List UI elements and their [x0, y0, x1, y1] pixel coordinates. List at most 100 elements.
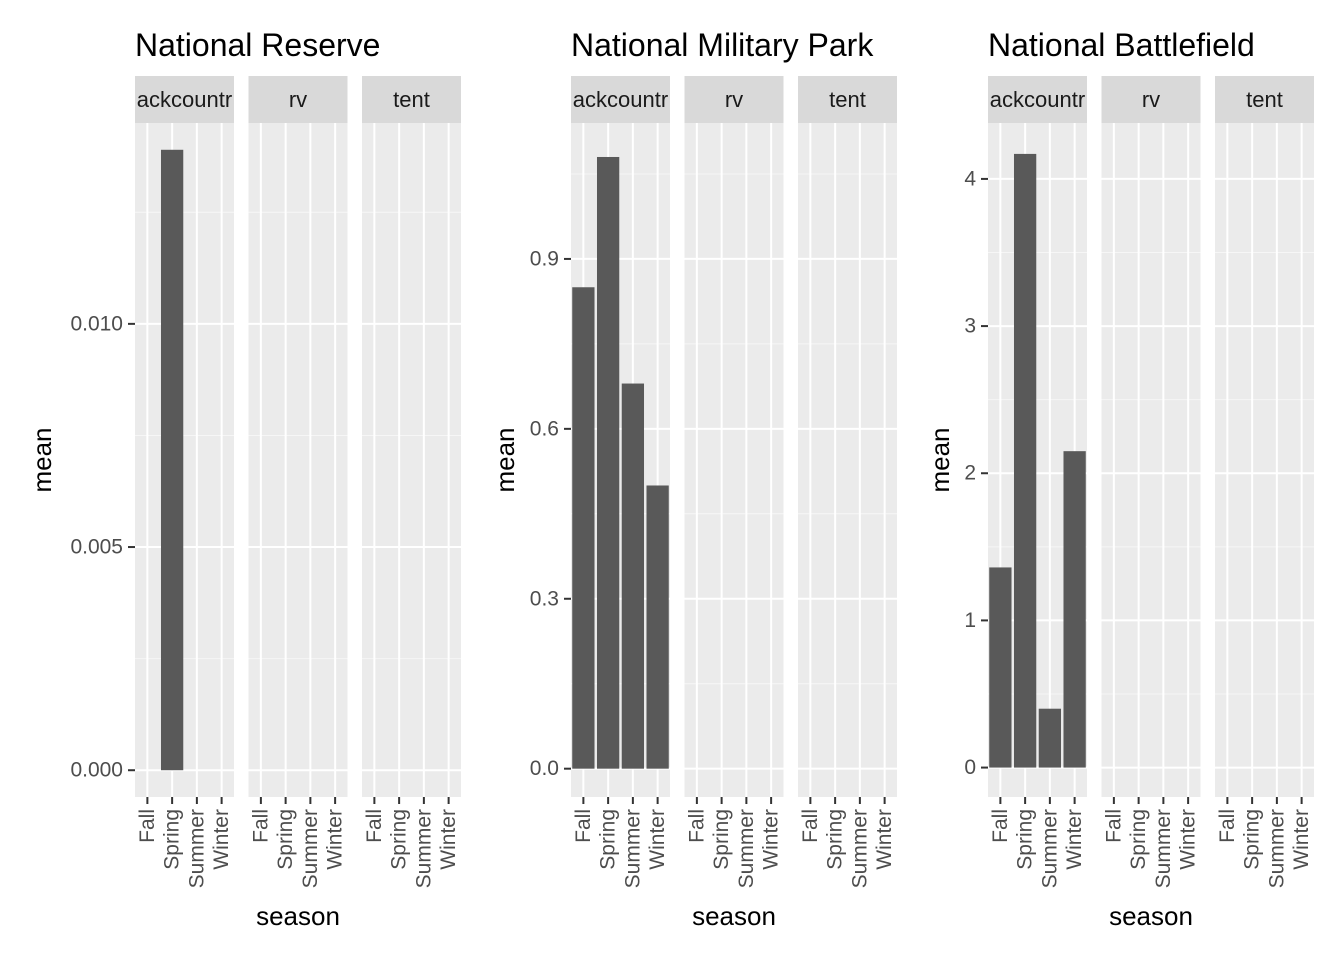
y-tick-label: 3	[964, 315, 976, 338]
x-tick-label: Spring	[161, 809, 184, 870]
facet-panel-ackcountr: ackcountr Fall Spring Summer Winter	[571, 76, 670, 888]
x-tick-label: Summer	[1152, 809, 1175, 888]
facet-strip-label: tent	[1246, 87, 1283, 112]
chart-title: National Military Park	[571, 27, 874, 63]
x-tick-label: Summer	[1038, 809, 1061, 888]
y-tick-label: 4	[964, 167, 976, 190]
x-tick-label: Fall	[685, 809, 708, 843]
x-tick-label: Summer	[621, 809, 644, 888]
y-axis-title: mean	[925, 427, 955, 492]
x-axis-title: season	[1109, 901, 1193, 931]
x-tick-label: Spring	[824, 809, 847, 870]
y-tick-label: 0.0	[530, 757, 559, 780]
bar-ackcountr-fall	[989, 567, 1012, 768]
x-tick-label: Winter	[1290, 809, 1313, 870]
y-tick-label: 0	[964, 756, 976, 779]
bar-ackcountr-fall	[572, 287, 595, 769]
x-axis-title: season	[692, 901, 776, 931]
facet-strip-label: rv	[289, 87, 307, 112]
facet-panel-ackcountr: ackcountr Fall Spring Summer Winter	[135, 76, 234, 888]
facet-strip	[362, 76, 461, 123]
panel-background	[684, 123, 784, 797]
chart-title: National Reserve	[135, 27, 380, 63]
facet-panel-ackcountr: ackcountr Fall Spring Summer Winter	[988, 76, 1087, 888]
facet-strip	[798, 76, 897, 123]
y-tick-label: 0.6	[530, 417, 559, 440]
x-tick-label: Spring	[388, 809, 411, 870]
bar-ackcountr-spring	[160, 149, 184, 771]
y-tick-label: 0.000	[70, 759, 123, 782]
y-tick-label: 0.010	[70, 312, 123, 335]
facet-strip	[988, 76, 1087, 123]
chart-1: National Reserve mean 0.000 0.005 0.010 ackco…	[27, 27, 461, 931]
x-tick-label: Spring	[1127, 809, 1150, 870]
facet-strip-label: tent	[829, 87, 866, 112]
facet-strip-label: tent	[393, 87, 430, 112]
facet-strip	[248, 76, 348, 123]
x-tick-label: Winter	[873, 809, 896, 870]
facet-panel-tent: tent Fall Spring Summer Winter	[362, 76, 461, 888]
x-tick-label: Spring	[597, 809, 620, 870]
facet-panel-rv: rv Fall Spring Summer Winter	[248, 76, 348, 888]
chart-3: National Battlefield mean 0 1 2 3 4 ackcountr Fa…	[925, 27, 1314, 931]
x-tick-label: Winter	[646, 809, 669, 870]
panel-background	[1215, 123, 1314, 797]
x-tick-label: Fall	[363, 809, 386, 843]
x-tick-label: Summer	[1265, 809, 1288, 888]
chart-title: National Battlefield	[988, 27, 1255, 63]
panel-background	[248, 123, 348, 797]
x-tick-label: Fall	[136, 809, 159, 843]
x-axis-title: season	[256, 901, 340, 931]
panel-background	[798, 123, 897, 797]
facet-panel-tent: tent Fall Spring Summer Winter	[1215, 76, 1314, 888]
x-tick-label: Summer	[185, 809, 208, 888]
panel-background	[1101, 123, 1201, 797]
x-tick-label: Winter	[1177, 809, 1200, 870]
x-tick-label: Fall	[572, 809, 595, 843]
y-tick-label: 2	[964, 462, 976, 485]
facet-strip-label: ackcountr	[573, 87, 668, 112]
x-tick-label: Summer	[848, 809, 871, 888]
bar-ackcountr-summer	[1038, 708, 1062, 768]
panel-background	[135, 123, 234, 797]
bar-ackcountr-winter	[1063, 451, 1086, 768]
x-tick-label: Fall	[1216, 809, 1239, 843]
facet-strip-label: ackcountr	[990, 87, 1085, 112]
bar-ackcountr-spring	[1013, 153, 1037, 768]
bar-ackcountr-winter	[646, 485, 669, 769]
x-tick-label: Spring	[1014, 809, 1037, 870]
facet-panel-rv: rv Fall Spring Summer Winter	[684, 76, 784, 888]
x-tick-label: Winter	[760, 809, 783, 870]
facet-strip	[1101, 76, 1201, 123]
facet-panel-rv: rv Fall Spring Summer Winter	[1101, 76, 1201, 888]
x-tick-label: Spring	[710, 809, 733, 870]
chart-2: National Military Park mean 0.0 0.3 0.6 0.9 ac…	[490, 27, 897, 931]
panel-background	[362, 123, 461, 797]
bar-ackcountr-summer	[621, 383, 645, 769]
facet-strip-label: rv	[1142, 87, 1160, 112]
x-tick-label: Summer	[299, 809, 322, 888]
facet-panel-tent: tent Fall Spring Summer Winter	[798, 76, 897, 888]
x-tick-label: Fall	[799, 809, 822, 843]
x-tick-label: Winter	[210, 809, 233, 870]
y-tick-label: 0.9	[530, 247, 559, 270]
x-tick-label: Winter	[437, 809, 460, 870]
x-tick-label: Fall	[1102, 809, 1125, 843]
x-tick-label: Summer	[735, 809, 758, 888]
x-tick-label: Winter	[1063, 809, 1086, 870]
x-tick-label: Fall	[989, 809, 1012, 843]
y-axis-title: mean	[27, 427, 57, 492]
facet-strip	[1215, 76, 1314, 123]
y-tick-label: 0.005	[70, 536, 123, 559]
x-tick-label: Fall	[249, 809, 272, 843]
x-tick-label: Summer	[412, 809, 435, 888]
facet-strip	[684, 76, 784, 123]
facet-strip-label: rv	[725, 87, 743, 112]
facet-strip	[571, 76, 670, 123]
x-tick-label: Spring	[1241, 809, 1264, 870]
y-tick-label: 1	[964, 609, 976, 632]
facet-strip	[135, 76, 234, 123]
y-axis-title: mean	[490, 427, 520, 492]
bar-ackcountr-spring	[596, 156, 620, 769]
